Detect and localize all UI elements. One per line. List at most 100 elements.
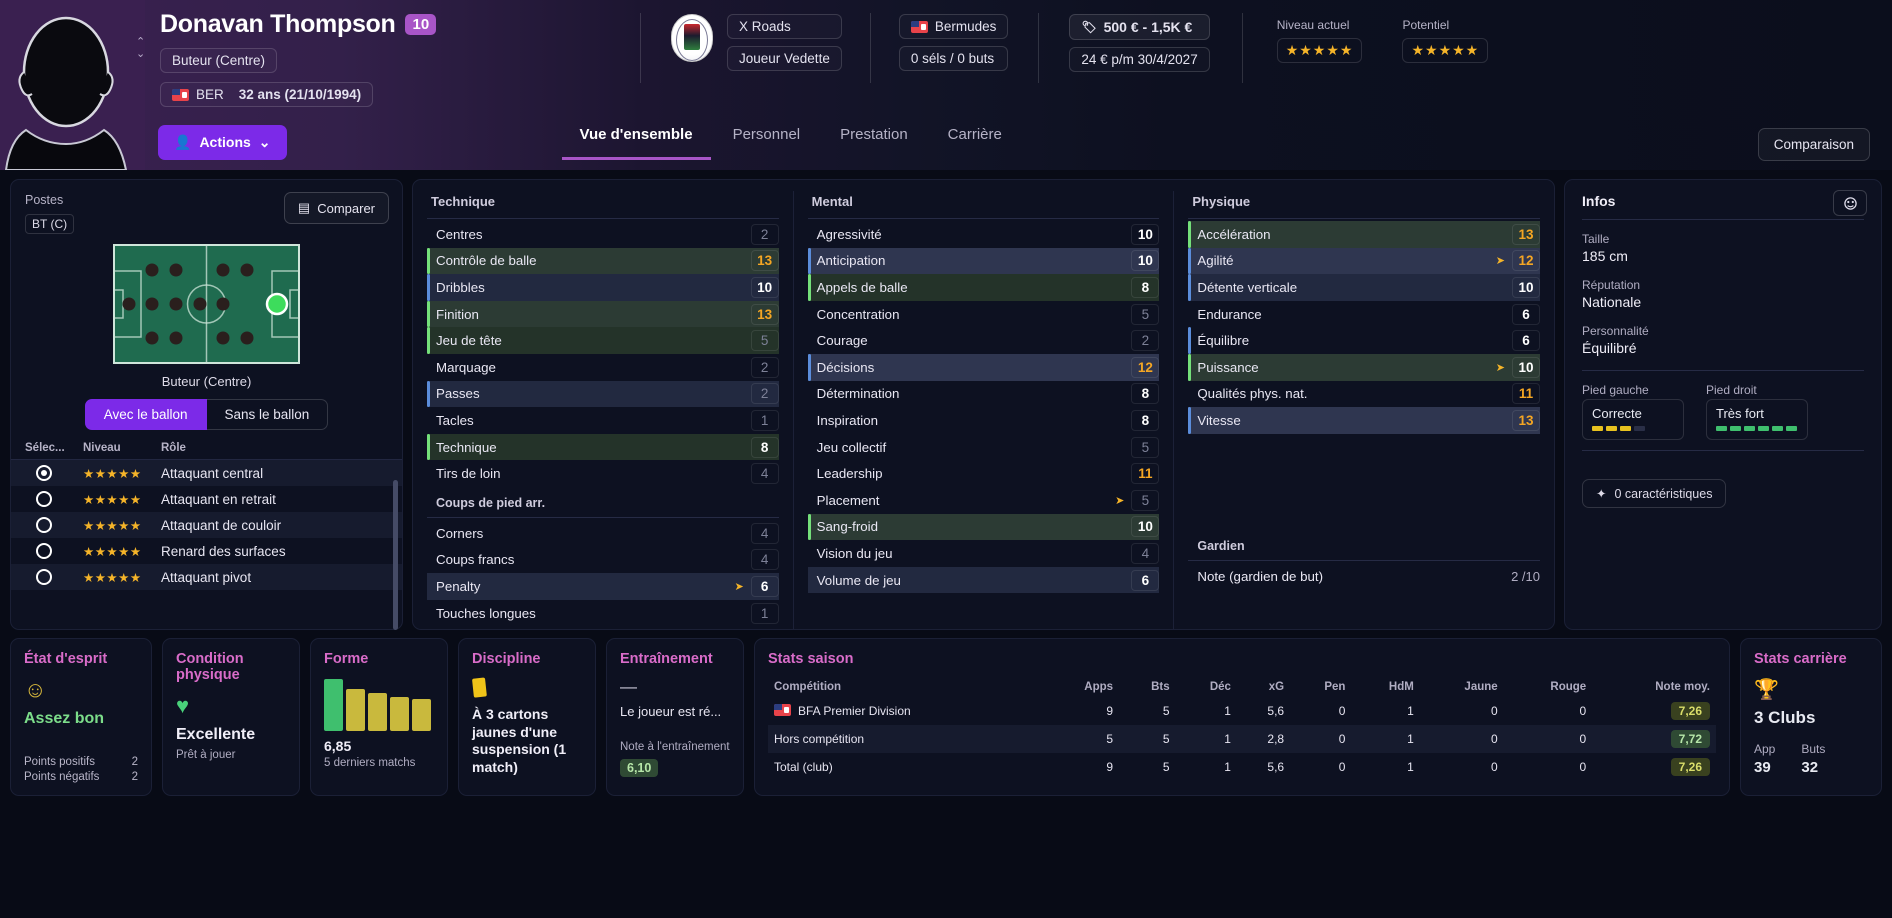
club-name-pill[interactable]: X Roads — [727, 14, 842, 39]
role-radio[interactable] — [36, 465, 52, 481]
tab-0[interactable]: Vue d'ensemble — [561, 114, 711, 160]
etat-negatives-label: Points négatifs — [24, 771, 100, 783]
role-row[interactable]: ★★★★★ Attaquant en retrait — [11, 486, 402, 512]
header-divider-2 — [869, 13, 871, 83]
player-view-toggle-button[interactable] — [1833, 190, 1867, 216]
table-row[interactable]: Hors compétition 5 5 1 2,8 0 1 0 0 7,72 — [768, 725, 1716, 753]
attribute-row: Technique 8 — [427, 433, 779, 461]
attribute-value: 13 — [1512, 409, 1541, 431]
attribute-bar — [427, 247, 430, 275]
stats-column-header[interactable]: Déc — [1209, 681, 1231, 693]
role-radio[interactable] — [36, 491, 52, 507]
attribute-value: 8 — [750, 436, 779, 458]
competition-flag-icon — [774, 704, 791, 716]
stats-column-header[interactable]: Bts — [1151, 681, 1170, 693]
attribute-row: Détente verticale 10 — [1188, 274, 1541, 301]
carriere-app-value: 39 — [1754, 759, 1771, 776]
condition-sub: Prêt à jouer — [176, 749, 236, 761]
role-radio[interactable] — [36, 517, 52, 533]
carriere-goals-value: 32 — [1801, 759, 1819, 776]
forme-title: Forme — [324, 651, 369, 667]
attribute-name: Décisions — [816, 359, 875, 375]
tab-3[interactable]: Carrière — [947, 126, 1002, 143]
role-list-scrollbar[interactable] — [393, 480, 398, 630]
stats-dec: 1 — [1224, 760, 1231, 774]
role-row[interactable]: ★★★★★ Renard des surfaces — [11, 538, 402, 564]
role-row[interactable]: ★★★★★ Attaquant pivot — [11, 564, 402, 590]
price-tag-icon: 🏷 — [1081, 20, 1097, 34]
carriere-clubs: 3 Clubs — [1754, 708, 1816, 727]
stats-jaune: 0 — [1490, 760, 1498, 774]
page-title: Donavan Thompson — [160, 10, 396, 38]
condition-title: Condition physique — [176, 651, 244, 683]
attribute-value: 8 — [1131, 409, 1160, 431]
role-name: Attaquant pivot — [161, 569, 252, 585]
stats-column-header[interactable]: Pen — [1324, 681, 1346, 693]
actions-label: Actions — [199, 134, 251, 150]
current-ability-stars: ★★★★★ — [1276, 38, 1363, 63]
pitch-caption: Buteur (Centre) — [161, 374, 252, 389]
attribute-value: 1 — [750, 602, 779, 624]
role-row[interactable]: ★★★★★ Attaquant de couloir — [11, 512, 402, 538]
foot-segment — [1592, 426, 1603, 431]
carriere-apps: App 39 — [1754, 742, 1775, 776]
with-ball-button[interactable]: Avec le ballon — [84, 399, 207, 430]
tab-2[interactable]: Prestation — [840, 126, 908, 143]
infos-divider-1 — [1582, 219, 1864, 220]
role-row[interactable]: ★★★★★ Attaquant central — [11, 460, 402, 486]
stats-hdm: 1 — [1407, 732, 1414, 746]
player-age: 32 ans (21/10/1994) — [238, 87, 362, 102]
club-crest-icon — [671, 14, 713, 62]
tab-1[interactable]: Personnel — [732, 126, 801, 143]
foot-segment — [1786, 426, 1797, 431]
stats-column-header[interactable]: HdM — [1388, 681, 1414, 693]
current-ability: Niveau actuel ★★★★★ — [1276, 18, 1363, 63]
prev-player-icon[interactable]: ⌃ — [136, 36, 146, 48]
carriere-goals-label: Buts — [1801, 742, 1826, 756]
attribute-name: Concentration — [816, 306, 900, 322]
attribute-row: Anticipation 10 — [807, 247, 1160, 275]
contract-block: 🏷 500 € - 1,5K € 24 € p/m 30/4/2027 — [1069, 0, 1210, 72]
attribute-name: Technique — [436, 439, 497, 455]
role-radio[interactable] — [36, 543, 52, 559]
attribute-name: Passes — [436, 386, 480, 402]
season-stats-body: BFA Premier Division 9 5 1 5,6 0 1 0 0 7,26 Hors c… — [768, 697, 1716, 781]
person-icon: 👤 — [174, 133, 192, 150]
attribute-name: Vision du jeu — [816, 545, 893, 561]
table-row[interactable]: BFA Premier Division 9 5 1 5,6 0 1 0 0 7,26 — [768, 697, 1716, 725]
set-pieces-title: Coups de pied arr. — [436, 495, 546, 510]
right-foot-segments — [1716, 426, 1798, 431]
stats-hdm: 1 — [1407, 760, 1414, 774]
table-row[interactable]: Total (club) 9 5 1 5,6 0 1 0 0 7,26 — [768, 753, 1716, 781]
without-ball-button[interactable]: Sans le ballon — [206, 399, 329, 430]
stats-column-header[interactable]: Compétition — [774, 681, 842, 693]
attribute-value: 6 — [750, 575, 779, 597]
postes-label: Postes — [25, 193, 64, 207]
etat-value: Assez bon — [24, 710, 105, 727]
trophy-icon: 🏆 — [1754, 679, 1779, 701]
stats-column-header[interactable]: xG — [1268, 681, 1285, 693]
next-player-icon[interactable]: ⌄ — [136, 48, 146, 60]
stats-column-header[interactable]: Jaune — [1464, 681, 1498, 693]
forme-bar — [390, 697, 409, 731]
role-radio[interactable] — [36, 569, 52, 585]
stats-column-header[interactable]: Rouge — [1550, 681, 1587, 693]
comparer-button[interactable]: ▤ Comparer — [283, 192, 389, 224]
technique-title: Technique — [431, 194, 496, 209]
attribute-row: Tirs de loin 4 — [427, 460, 779, 487]
attribute-value: 10 — [1512, 276, 1541, 298]
trend-arrow-icon: ➤ — [734, 580, 744, 593]
stats-column-header[interactable]: Apps — [1084, 681, 1114, 693]
attribute-name: Détente verticale — [1197, 279, 1298, 295]
player-nav-arrows[interactable]: ⌃ ⌄ — [136, 36, 145, 60]
attribute-row: Courage 2 — [808, 327, 1160, 354]
comparison-button[interactable]: Comparaison — [1757, 128, 1870, 161]
attribute-name: Appels de balle — [816, 279, 908, 295]
actions-button[interactable]: 👤 Actions ⌄ — [158, 124, 287, 160]
attribute-row: Appels de balle 8 — [807, 274, 1160, 301]
potential-stars: ★★★★★ — [1402, 38, 1489, 63]
traits-button[interactable]: ✦ 0 caractéristiques — [1582, 479, 1727, 508]
entrainement-dash: — — [620, 677, 637, 696]
stats-column-header[interactable]: Note moy. — [1655, 681, 1710, 693]
season-stats-table: Compétition Apps Bts Déc xG Pen HdM Jaune Rouge N… — [768, 677, 1716, 781]
